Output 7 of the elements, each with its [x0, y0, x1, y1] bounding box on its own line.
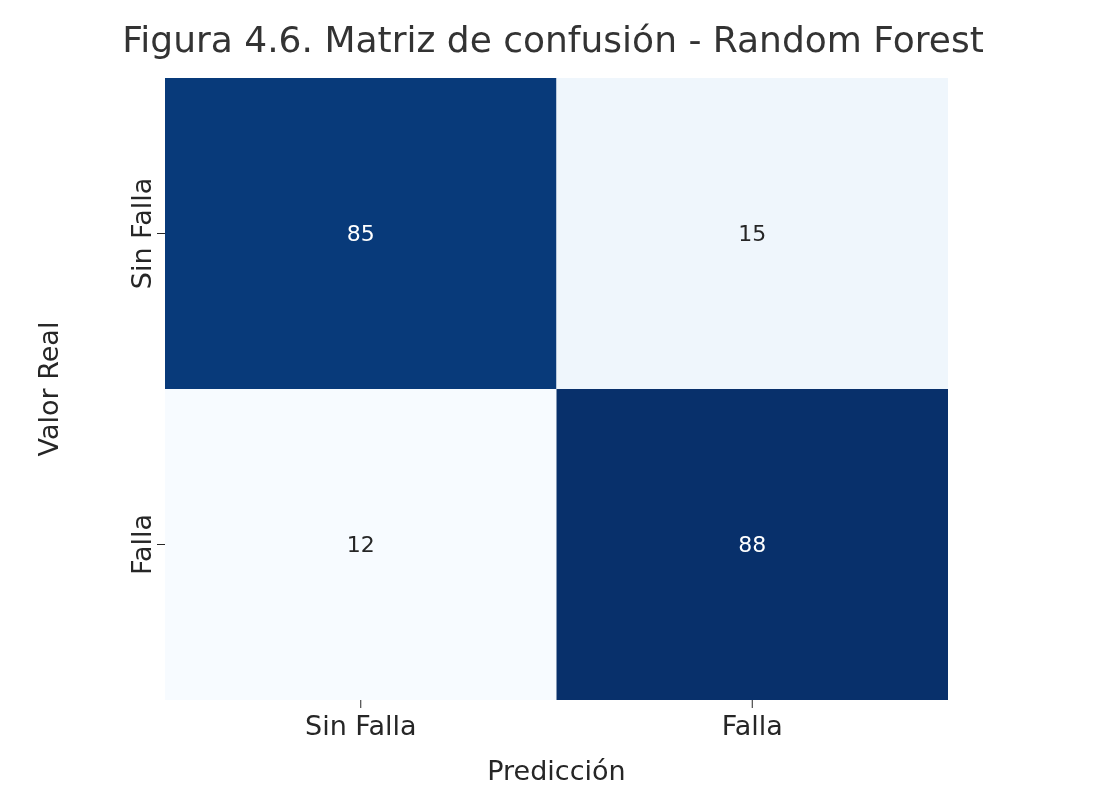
- x-axis-title: Predicción: [487, 755, 626, 786]
- y-axis-title: Valor Real: [32, 321, 64, 457]
- data-label: 85: [346, 221, 375, 246]
- chart-title: Figura 4.6. Matriz de confusión - Random Forest: [121, 18, 985, 62]
- data-label: 12: [346, 532, 375, 557]
- data-label: 15: [738, 221, 767, 246]
- data-label: 88: [738, 532, 767, 557]
